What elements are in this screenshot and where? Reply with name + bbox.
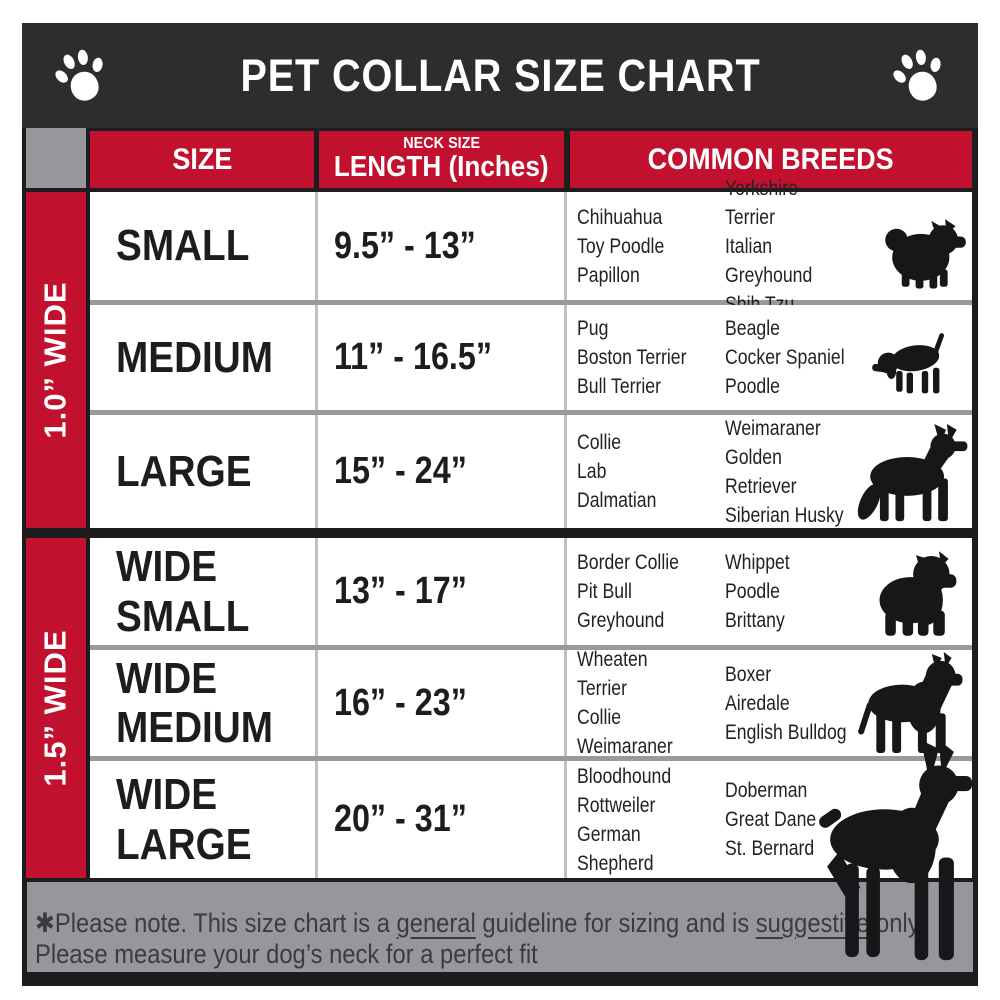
table-row-wide-small: WIDE SMALL 13” - 17” Border Collie Pit B… <box>90 538 972 645</box>
cell-divider <box>315 192 318 300</box>
row-divider <box>90 410 972 415</box>
breeds-cell: Chihuahua Toy Poodle Papillon Yorkshire … <box>567 177 972 316</box>
cell-divider <box>564 761 567 878</box>
size-label: SMALL <box>116 221 250 271</box>
neck-range-label: 13” - 17” <box>334 570 467 612</box>
size-cell: SMALL <box>90 192 315 300</box>
breed-list-2: Boxer Airedale English Bulldog <box>725 662 847 744</box>
footer-note-text: ✱Please note. This size chart is a <box>35 908 397 938</box>
cell-divider <box>564 538 567 645</box>
neck-range-cell: 11” - 16.5” <box>318 305 564 410</box>
cell-divider <box>564 415 567 528</box>
cell-divider <box>564 650 567 756</box>
column-header-size-label: SIZE <box>171 142 233 176</box>
size-label: MEDIUM <box>116 332 274 382</box>
column-header-neck-main-label: LENGTH (Inches) <box>334 151 549 184</box>
neck-range-label: 15” - 24” <box>334 450 467 492</box>
table-row-wide-medium: WIDE MEDIUM 16” - 23” Wheaten Terrier Co… <box>90 648 972 758</box>
table-row-small: SMALL 9.5” - 13” Chihuahua Toy Poodle Pa… <box>90 177 972 316</box>
section-bar-1-5-inch-wide: 1.5” WIDE <box>26 538 86 878</box>
breeds-cell: Border Collie Pit Bull Greyhound Whippet… <box>567 538 972 645</box>
german-shepherd-dog-icon <box>857 423 968 522</box>
pomeranian-dog-icon <box>885 219 966 289</box>
column-header-breeds-label: COMMON BREEDS <box>647 142 895 176</box>
neck-range-cell: 16” - 23” <box>318 650 564 756</box>
header-corner-spacer <box>26 128 86 188</box>
size-cell: WIDE SMALL <box>90 538 315 645</box>
table-row-wide-large: WIDE LARGE 20” - 31” Bloodhound Rottweil… <box>90 739 972 961</box>
size-label: WIDE MEDIUM <box>116 653 274 752</box>
title-bar: PET COLLAR SIZE CHART <box>22 23 978 128</box>
neck-range-cell: 20” - 31” <box>318 761 564 878</box>
section-label: 1.0” WIDE <box>38 281 73 439</box>
size-cell: WIDE LARGE <box>90 761 315 878</box>
footer-note-text: guideline for sizing and is <box>475 908 756 938</box>
size-cell: LARGE <box>90 415 315 528</box>
pit-bull-dog-icon <box>858 651 963 754</box>
neck-range-label: 11” - 16.5” <box>334 336 493 378</box>
cell-divider <box>315 650 318 756</box>
table-row-medium: MEDIUM 11” - 16.5” Pug Boston Terrier Bu… <box>90 305 972 410</box>
size-label: LARGE <box>116 446 252 496</box>
cell-divider <box>315 538 318 645</box>
breed-list-2: Weimaraner Golden Retriever Siberian Hus… <box>725 416 844 527</box>
column-header-common-breeds: COMMON BREEDS <box>570 131 972 188</box>
breed-list-1: Bloodhound Rottweiler German Shepherd <box>577 764 672 875</box>
breeds-cell: Collie Lab Dalmatian Weimaraner Golden R… <box>567 415 972 528</box>
breed-list-1: Chihuahua Toy Poodle Papillon <box>577 205 665 287</box>
size-chart-poster: PET COLLAR SIZE CHART SIZE NECK SIZE LEN… <box>22 23 978 986</box>
section-bar-1-inch-wide: 1.0” WIDE <box>26 192 86 528</box>
paw-print-icon <box>55 49 103 101</box>
cell-divider <box>564 305 567 410</box>
cell-divider <box>315 305 318 410</box>
cell-divider <box>315 415 318 528</box>
column-header-neck-sub-label: NECK SIZE <box>403 135 480 153</box>
breed-list-1: Collie Lab Dalmatian <box>577 431 657 512</box>
section-label: 1.5” WIDE <box>38 629 73 787</box>
doberman-dog-icon <box>819 739 972 961</box>
column-header-size: SIZE <box>90 131 314 188</box>
table-row-large: LARGE 15” - 24” Collie Lab Dalmatian Wei… <box>90 415 972 528</box>
neck-range-label: 16” - 23” <box>334 681 467 724</box>
cell-divider <box>564 192 567 300</box>
breeds-cell: Pug Boston Terrier Bull Terrier Beagle C… <box>567 305 972 410</box>
size-label: WIDE SMALL <box>116 542 250 641</box>
paw-print-icon <box>893 49 941 101</box>
footer-note-line-2: Please measure your dog’s neck for a per… <box>35 939 538 969</box>
neck-range-cell: 9.5” - 13” <box>318 192 564 300</box>
column-header-neck-size: NECK SIZE LENGTH (Inches) <box>319 131 564 188</box>
size-cell: MEDIUM <box>90 305 315 410</box>
breed-list-1: Border Collie Pit Bull Greyhound <box>577 551 679 632</box>
bulldog-dog-icon <box>879 551 957 636</box>
size-cell: WIDE MEDIUM <box>90 650 315 756</box>
page-title: PET COLLAR SIZE CHART <box>239 49 761 101</box>
section-divider <box>90 528 972 538</box>
row-divider <box>90 645 972 650</box>
footer-note-line-1: ✱Please note. This size chart is a gener… <box>35 908 924 939</box>
breed-list-1: Pug Boston Terrier Bull Terrier <box>577 317 687 398</box>
row-divider <box>90 756 972 761</box>
breeds-cell: Bloodhound Rottweiler German Shepherd Do… <box>567 739 972 961</box>
footer-note-panel: ✱Please note. This size chart is a gener… <box>27 882 973 972</box>
size-table-body: SMALL 9.5” - 13” Chihuahua Toy Poodle Pa… <box>90 177 972 961</box>
neck-range-cell: 13” - 17” <box>318 538 564 645</box>
breeds-cell: Wheaten Terrier Collie Weimaraner Boxer … <box>567 648 972 758</box>
neck-range-cell: 15” - 24” <box>318 415 564 528</box>
breed-list-2: Doberman Great Dane St. Bernard <box>725 779 817 860</box>
neck-range-label: 20” - 31” <box>334 798 467 840</box>
breed-list-2: Yorkshire Terrier Italian Greyhound Shih… <box>725 176 813 316</box>
footer-note-underlined-word: general <box>396 908 476 938</box>
beagle-dog-icon <box>872 333 945 394</box>
breed-list-2: Whippet Poodle Brittany <box>725 551 790 632</box>
breed-list-2: Beagle Cocker Spaniel Poodle <box>725 317 845 398</box>
size-label: WIDE LARGE <box>116 770 252 869</box>
breed-list-1: Wheaten Terrier Collie Weimaraner <box>577 648 673 758</box>
neck-range-label: 9.5” - 13” <box>334 224 476 267</box>
row-divider <box>90 300 972 305</box>
cell-divider <box>315 761 318 878</box>
